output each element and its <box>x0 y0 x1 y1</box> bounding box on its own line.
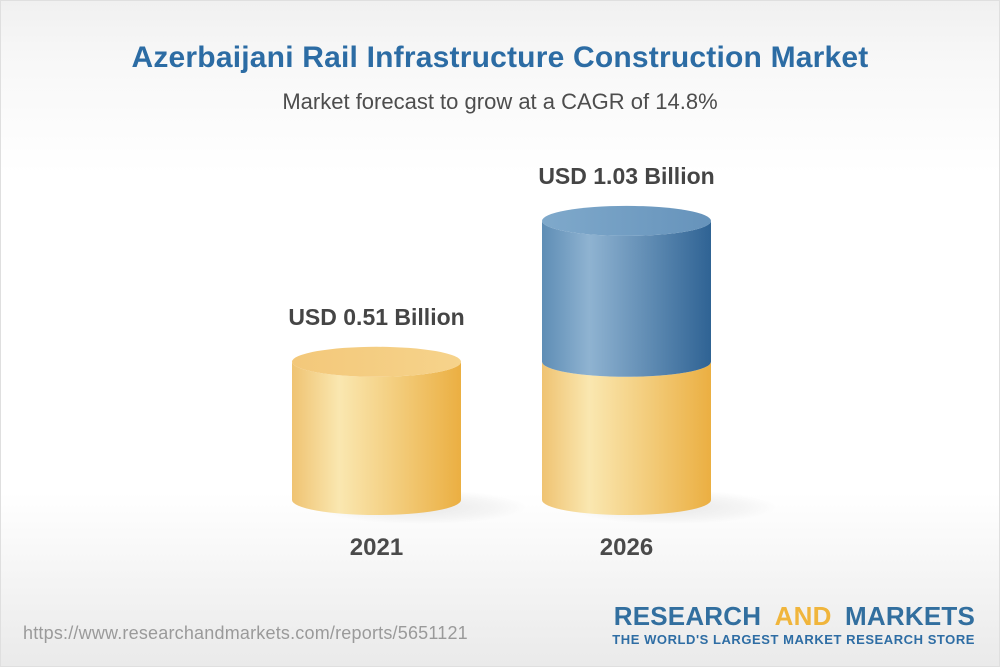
logo-word-and: AND <box>774 601 832 631</box>
category-label-2026: 2026 <box>599 534 654 561</box>
page-subtitle: Market forecast to grow at a CAGR of 14.… <box>282 89 718 114</box>
bar-2026-top-cap <box>542 205 711 236</box>
logo-word-markets: MARKETS <box>845 601 975 631</box>
value-label-2021: USD 0.51 Billion <box>288 303 465 330</box>
category-label-2021: 2021 <box>349 534 404 561</box>
logo-wordmark: RESEARCH AND MARKETS <box>612 602 975 630</box>
logo-word-research: RESEARCH <box>613 601 762 631</box>
cylinder-shadow-2026 <box>566 490 777 524</box>
research-and-markets-logo: RESEARCH AND MARKETS THE WORLD'S LARGEST… <box>612 602 975 647</box>
bar-2021-base-segment <box>292 361 461 516</box>
cylinder-shadow-2021 <box>316 490 527 524</box>
page-title: Azerbaijani Rail Infrastructure Construc… <box>131 41 869 74</box>
bar-2026-base-segment <box>542 361 711 515</box>
logo-tagline: THE WORLD'S LARGEST MARKET RESEARCH STOR… <box>612 632 975 647</box>
report-url-link[interactable]: https://www.researchandmarkets.com/repor… <box>23 623 468 643</box>
bar-2021-top-cap <box>292 346 461 377</box>
value-label-2026: USD 1.03 Billion <box>538 162 715 189</box>
bar-2026-growth-segment <box>542 220 711 377</box>
